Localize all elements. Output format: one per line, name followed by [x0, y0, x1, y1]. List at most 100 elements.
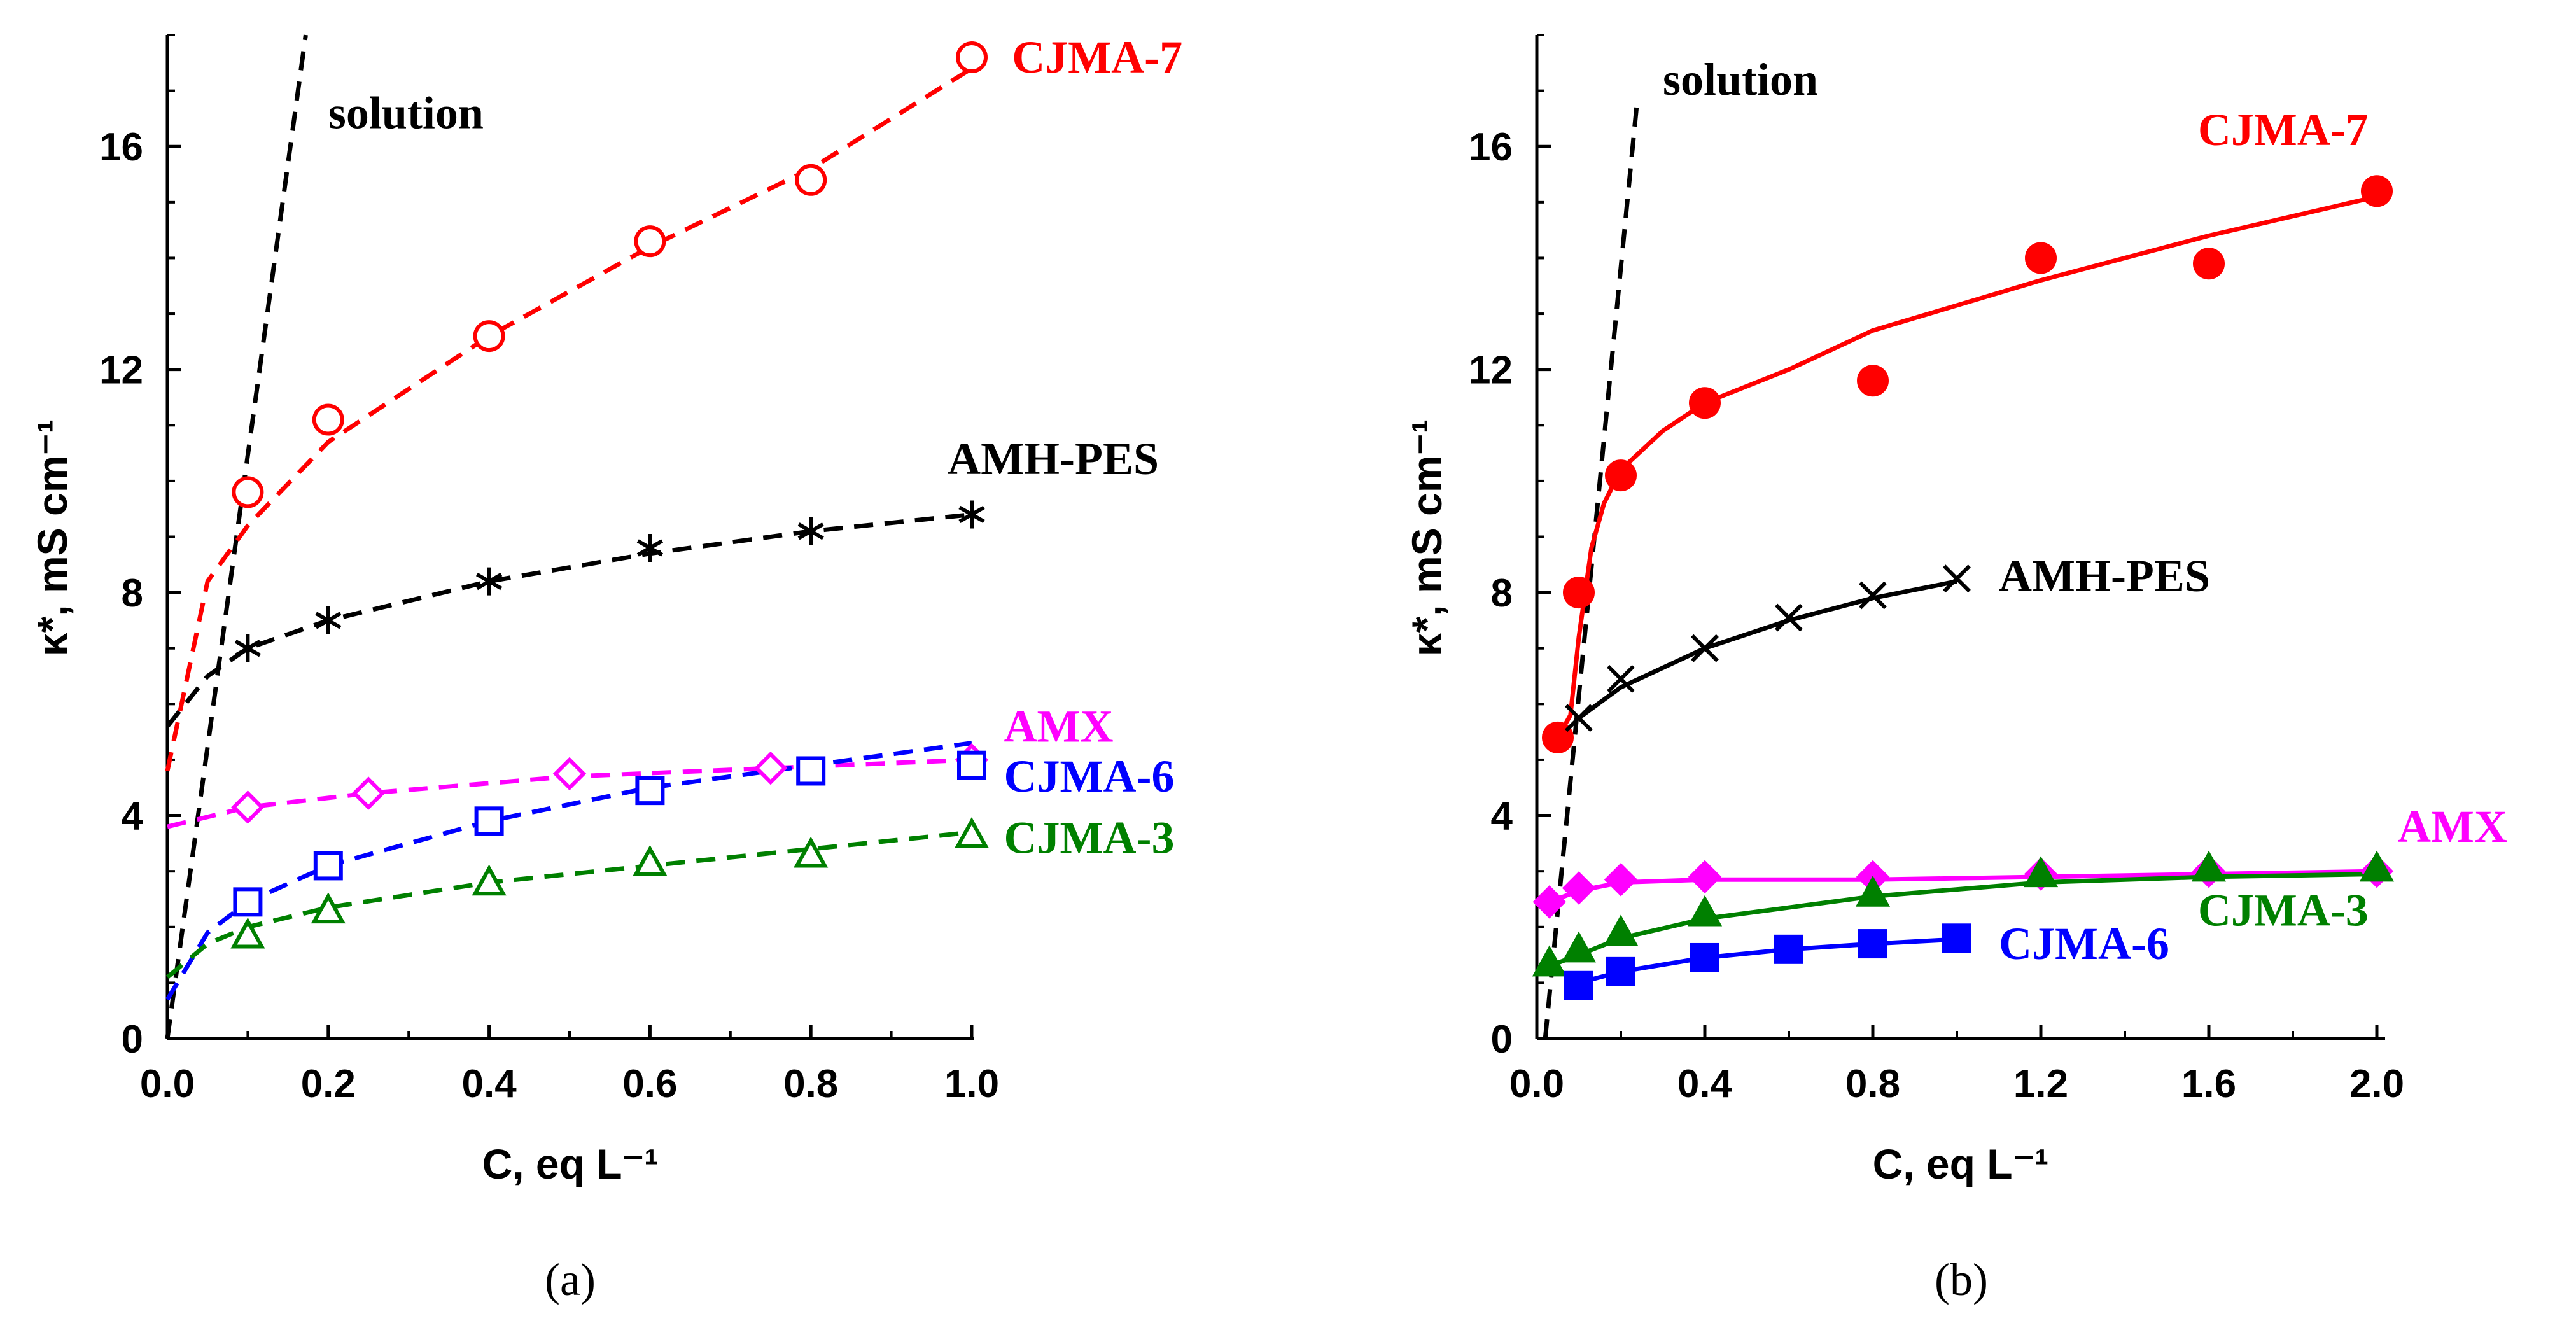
y-tick-label: 4 — [1491, 795, 1513, 839]
x-tick-labels: 0.0 0.2 0.4 0.6 0.8 1.0 — [140, 1062, 999, 1106]
cjma-3-point — [311, 892, 346, 924]
cjma-6-point — [1690, 942, 1719, 972]
x-ticks — [1535, 1025, 2379, 1039]
amx-label: AMX — [2398, 801, 2507, 852]
y-axis-title: κ*, mS cm⁻¹ — [29, 419, 76, 656]
cjma-7-curve — [1555, 194, 2377, 739]
x-tick-label: 1.2 — [2013, 1062, 2068, 1106]
amh-pes-point — [1607, 664, 1635, 693]
amh-pes-point — [1943, 564, 1971, 593]
amx-point — [1688, 860, 1722, 894]
cjma-7-point — [2193, 248, 2225, 280]
amh-pes-curve — [165, 512, 972, 728]
cjma-7-label: CJMA-7 — [2198, 104, 2369, 155]
cjma-7-point — [795, 164, 827, 196]
cjma-6-point — [1606, 956, 1635, 986]
solution-label: solution — [328, 88, 484, 139]
cjma-6-point — [635, 776, 665, 806]
series-labels: solution CJMA-7 AMH-PES AMX CJMA-3 CJMA-6 — [1663, 54, 2507, 969]
cjma-3-point — [794, 836, 829, 868]
y-ticks — [1537, 34, 1551, 1040]
x-tick-label: 1.6 — [2181, 1062, 2236, 1106]
cjma-3-label: CJMA-3 — [1004, 813, 1175, 864]
cjma-7-point — [956, 41, 988, 74]
panel-caption: (a) — [545, 1254, 596, 1305]
x-tick-label: 0.4 — [461, 1062, 517, 1106]
y-tick-label: 0 — [122, 1018, 143, 1061]
y-tick-label: 0 — [1491, 1018, 1513, 1061]
amh-pes-point — [797, 517, 824, 545]
amh-pes-point — [475, 567, 503, 596]
y-tick-label: 8 — [122, 571, 143, 615]
cjma-7-point — [1563, 577, 1595, 609]
cjma-3-curve — [165, 830, 972, 979]
cjma-6-point — [1564, 970, 1593, 1000]
y-tick-labels: 0 4 8 12 16 — [1469, 125, 1513, 1061]
y-tick-label: 4 — [122, 795, 144, 839]
cjma-7-curve — [165, 66, 973, 772]
y-tick-label: 12 — [1469, 349, 1513, 393]
amh-pes-point — [234, 634, 262, 662]
y-ticks — [167, 34, 181, 1040]
x-tick-label: 0.8 — [783, 1062, 838, 1106]
cjma-3-point — [2191, 850, 2227, 882]
cjma-6-point — [957, 750, 986, 780]
cjma-3-point — [633, 844, 668, 876]
cjma-7-point — [232, 476, 264, 508]
cjma-3-point — [1561, 931, 1597, 963]
cjma-7-point — [312, 403, 344, 436]
y-tick-labels: 0 4 8 12 16 — [99, 125, 143, 1061]
cjma-7-label: CJMA-7 — [1012, 32, 1182, 83]
cjma-7-point — [1542, 721, 1574, 753]
cjma-7-point — [1605, 459, 1637, 492]
amx-point — [351, 776, 386, 810]
cjma-6-point — [796, 756, 826, 786]
amx-label: AMX — [1004, 701, 1114, 752]
cjma-3-point — [1855, 876, 1891, 907]
cjma-7-point — [2361, 175, 2393, 207]
x-tick-labels: 0.0 0.4 0.8 1.2 1.6 2.0 — [1509, 1062, 2404, 1106]
amh-pes-label: AMH-PES — [948, 433, 1159, 484]
amh-pes-point — [1775, 603, 1803, 632]
cjma-3-point — [1603, 914, 1639, 946]
amx-point — [753, 751, 788, 785]
cjma-6-curve — [1578, 937, 1957, 985]
y-tick-label: 8 — [1491, 571, 1513, 615]
cjma-6-label: CJMA-6 — [1999, 918, 2169, 969]
x-tick-label: 0.0 — [140, 1062, 195, 1106]
y-tick-label: 12 — [99, 349, 143, 393]
cjma-7-point — [1689, 387, 1721, 419]
amx-point — [1604, 863, 1638, 897]
x-axis-title: C, eq L⁻¹ — [482, 1140, 659, 1187]
cjma-3-point — [1532, 945, 1567, 977]
x-tick-label: 2.0 — [2349, 1062, 2404, 1106]
cjma-6-point — [1942, 923, 1971, 953]
cjma-7-point — [473, 320, 505, 353]
cjma-3-point — [2023, 856, 2059, 888]
curves — [165, 34, 973, 1039]
x-tick-label: 1.0 — [944, 1062, 999, 1106]
x-tick-label: 0.2 — [301, 1062, 356, 1106]
solution-curve — [165, 34, 308, 1039]
amh-pes-label: AMH-PES — [1999, 550, 2210, 601]
amh-pes-point — [1859, 581, 1887, 610]
amx-point — [1532, 885, 1567, 919]
cjma-6-point — [233, 887, 263, 917]
markers — [230, 41, 990, 949]
amh-pes-curve — [1577, 579, 1957, 720]
amh-pes-point — [636, 534, 664, 563]
amh-pes-point — [1565, 704, 1593, 732]
amx-point — [552, 757, 587, 791]
cjma-3-point — [954, 817, 990, 848]
cjma-7-point — [2025, 242, 2057, 274]
markers — [1532, 175, 2395, 1000]
y-tick-label: 16 — [99, 125, 143, 169]
x-tick-label: 0.6 — [622, 1062, 677, 1106]
x-tick-label: 0.0 — [1509, 1062, 1564, 1106]
x-ticks — [165, 1025, 974, 1039]
cjma-3-point — [1687, 895, 1723, 927]
cjma-7-point — [634, 225, 666, 258]
amx-point — [1562, 871, 1596, 905]
